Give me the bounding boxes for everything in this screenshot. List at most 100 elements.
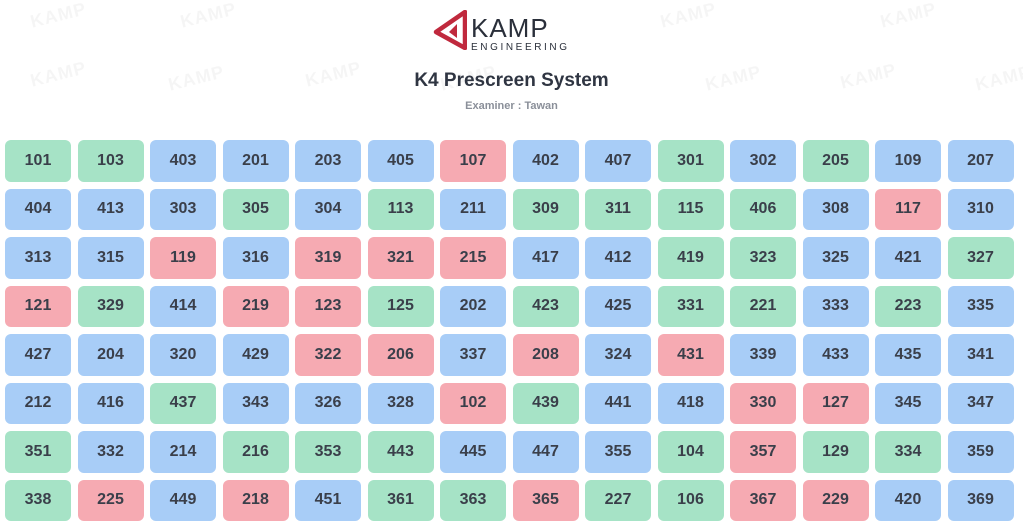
room-tile-327[interactable]: 327: [947, 237, 1014, 279]
room-tile-353[interactable]: 353: [295, 431, 361, 473]
room-tile-343[interactable]: 343: [222, 382, 289, 424]
room-tile-206[interactable]: 206: [367, 334, 434, 376]
room-tile-106[interactable]: 106: [657, 479, 724, 521]
room-tile-313[interactable]: 313: [5, 237, 71, 279]
room-tile-119[interactable]: 119: [150, 237, 216, 279]
room-tile-437[interactable]: 437: [150, 382, 216, 424]
room-tile-320[interactable]: 320: [150, 334, 216, 376]
room-tile-227[interactable]: 227: [585, 479, 651, 521]
room-tile-330[interactable]: 330: [730, 382, 796, 424]
room-tile-204[interactable]: 204: [77, 334, 144, 376]
room-tile-333[interactable]: 333: [802, 285, 869, 327]
room-tile-339[interactable]: 339: [730, 334, 796, 376]
room-tile-365[interactable]: 365: [512, 479, 579, 521]
room-tile-319[interactable]: 319: [295, 237, 361, 279]
room-tile-328[interactable]: 328: [367, 382, 434, 424]
room-tile-102[interactable]: 102: [440, 382, 506, 424]
room-tile-229[interactable]: 229: [802, 479, 869, 521]
room-tile-325[interactable]: 325: [802, 237, 869, 279]
room-tile-359[interactable]: 359: [947, 431, 1014, 473]
room-tile-212[interactable]: 212: [5, 382, 71, 424]
room-tile-421[interactable]: 421: [875, 237, 941, 279]
room-tile-361[interactable]: 361: [367, 479, 434, 521]
room-tile-405[interactable]: 405: [367, 140, 434, 182]
room-tile-221[interactable]: 221: [730, 285, 796, 327]
room-tile-332[interactable]: 332: [77, 431, 144, 473]
room-tile-322[interactable]: 322: [295, 334, 361, 376]
room-tile-363[interactable]: 363: [440, 479, 506, 521]
room-tile-311[interactable]: 311: [585, 188, 651, 230]
room-tile-423[interactable]: 423: [512, 285, 579, 327]
room-tile-416[interactable]: 416: [77, 382, 144, 424]
room-tile-355[interactable]: 355: [585, 431, 651, 473]
room-tile-433[interactable]: 433: [802, 334, 869, 376]
room-tile-316[interactable]: 316: [222, 237, 289, 279]
room-tile-207[interactable]: 207: [947, 140, 1014, 182]
room-tile-435[interactable]: 435: [875, 334, 941, 376]
room-tile-215[interactable]: 215: [440, 237, 506, 279]
room-tile-309[interactable]: 309: [512, 188, 579, 230]
room-tile-203[interactable]: 203: [295, 140, 361, 182]
room-tile-367[interactable]: 367: [730, 479, 796, 521]
room-tile-445[interactable]: 445: [440, 431, 506, 473]
room-tile-216[interactable]: 216: [222, 431, 289, 473]
room-tile-406[interactable]: 406: [730, 188, 796, 230]
room-tile-324[interactable]: 324: [585, 334, 651, 376]
room-tile-103[interactable]: 103: [77, 140, 144, 182]
room-tile-443[interactable]: 443: [367, 431, 434, 473]
room-tile-403[interactable]: 403: [150, 140, 216, 182]
room-tile-338[interactable]: 338: [5, 479, 71, 521]
room-tile-323[interactable]: 323: [730, 237, 796, 279]
room-tile-321[interactable]: 321: [367, 237, 434, 279]
room-tile-301[interactable]: 301: [657, 140, 724, 182]
room-tile-205[interactable]: 205: [802, 140, 869, 182]
room-tile-441[interactable]: 441: [585, 382, 651, 424]
room-tile-369[interactable]: 369: [947, 479, 1014, 521]
room-tile-357[interactable]: 357: [730, 431, 796, 473]
room-tile-329[interactable]: 329: [77, 285, 144, 327]
room-tile-202[interactable]: 202: [440, 285, 506, 327]
room-tile-304[interactable]: 304: [295, 188, 361, 230]
room-tile-418[interactable]: 418: [657, 382, 724, 424]
room-tile-219[interactable]: 219: [222, 285, 289, 327]
room-tile-404[interactable]: 404: [5, 188, 71, 230]
room-tile-439[interactable]: 439: [512, 382, 579, 424]
room-tile-315[interactable]: 315: [77, 237, 144, 279]
room-tile-431[interactable]: 431: [657, 334, 724, 376]
room-tile-425[interactable]: 425: [585, 285, 651, 327]
room-tile-123[interactable]: 123: [295, 285, 361, 327]
room-tile-412[interactable]: 412: [585, 237, 651, 279]
room-tile-104[interactable]: 104: [657, 431, 724, 473]
room-tile-337[interactable]: 337: [440, 334, 506, 376]
room-tile-427[interactable]: 427: [5, 334, 71, 376]
room-tile-305[interactable]: 305: [222, 188, 289, 230]
room-tile-420[interactable]: 420: [875, 479, 941, 521]
room-tile-303[interactable]: 303: [150, 188, 216, 230]
room-tile-407[interactable]: 407: [585, 140, 651, 182]
room-tile-326[interactable]: 326: [295, 382, 361, 424]
room-tile-417[interactable]: 417: [512, 237, 579, 279]
room-tile-429[interactable]: 429: [222, 334, 289, 376]
room-tile-414[interactable]: 414: [150, 285, 216, 327]
room-tile-308[interactable]: 308: [802, 188, 869, 230]
room-tile-402[interactable]: 402: [512, 140, 579, 182]
room-tile-107[interactable]: 107: [440, 140, 506, 182]
room-tile-449[interactable]: 449: [150, 479, 216, 521]
room-tile-115[interactable]: 115: [657, 188, 724, 230]
room-tile-351[interactable]: 351: [5, 431, 71, 473]
room-tile-218[interactable]: 218: [222, 479, 289, 521]
room-tile-208[interactable]: 208: [512, 334, 579, 376]
room-tile-113[interactable]: 113: [367, 188, 434, 230]
room-tile-129[interactable]: 129: [802, 431, 869, 473]
room-tile-347[interactable]: 347: [947, 382, 1014, 424]
room-tile-341[interactable]: 341: [947, 334, 1014, 376]
room-tile-451[interactable]: 451: [295, 479, 361, 521]
room-tile-223[interactable]: 223: [875, 285, 941, 327]
room-tile-125[interactable]: 125: [367, 285, 434, 327]
room-tile-225[interactable]: 225: [77, 479, 144, 521]
room-tile-413[interactable]: 413: [77, 188, 144, 230]
room-tile-214[interactable]: 214: [150, 431, 216, 473]
room-tile-127[interactable]: 127: [802, 382, 869, 424]
room-tile-117[interactable]: 117: [875, 188, 941, 230]
room-tile-109[interactable]: 109: [875, 140, 941, 182]
